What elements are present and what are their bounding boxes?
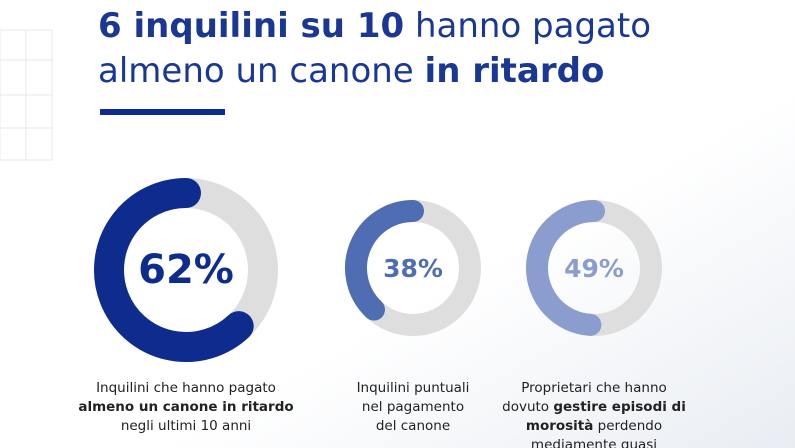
title-line-part: 6 inquilini su 10 [98,6,404,46]
title-line-part: in ritardo [425,51,605,91]
gauge-caption: Inquilini che hanno pagato [96,380,276,396]
title-line-part: almeno un canone [98,51,425,91]
gauge-caption: Proprietari che hanno [521,380,667,396]
title-line: 6 inquilini su 10 hanno pagato [98,6,651,46]
gauge-caption-part: nel pagamento [362,399,464,415]
gauge-arc [345,200,424,321]
gauge-value: 49% [564,254,624,283]
gauge-arc [526,200,605,336]
gauge-arc [94,178,254,362]
gauge-caption-part: morosità [526,418,594,434]
gauge-caption-part: Proprietari che hanno [521,380,667,396]
decor-grid [0,29,53,161]
title-underline [100,109,225,115]
gauge-caption-part: del canone [376,418,450,434]
gauge-value: 38% [383,254,443,283]
gauge-caption-part: Inquilini che hanno pagato [96,380,276,396]
content: 6 inquilini su 10 hanno pagato almeno un … [78,6,686,448]
gauge-caption-part: mediamente quasi [531,437,657,448]
gauge-caption: del canone [376,418,450,434]
gauge-caption: mediamente quasi [531,437,657,448]
gauge-caption: nel pagamento [362,399,464,415]
gauge-caption-part: Inquilini puntuali [357,380,470,396]
gauge-caption-part: dovuto [502,399,553,415]
title-line: almeno un canone in ritardo [98,51,604,91]
gauge-caption-part: negli ultimi 10 anni [121,418,251,434]
gauge-caption-part: gestire episodi di [553,399,686,415]
gauge-caption-part: perdendo [593,418,662,434]
title-line-part: hanno pagato [404,6,651,46]
gauge-caption: Inquilini puntuali [357,380,470,396]
gauge-caption: morosità perdendo [526,418,662,434]
gauge-caption-part: almeno un canone in ritardo [78,399,293,415]
gauge-caption: almeno un canone in ritardo [78,399,293,415]
gauge-value: 62% [138,247,234,293]
gauge-caption: negli ultimi 10 anni [121,418,251,434]
gauge-caption: dovuto gestire episodi di [502,399,686,415]
